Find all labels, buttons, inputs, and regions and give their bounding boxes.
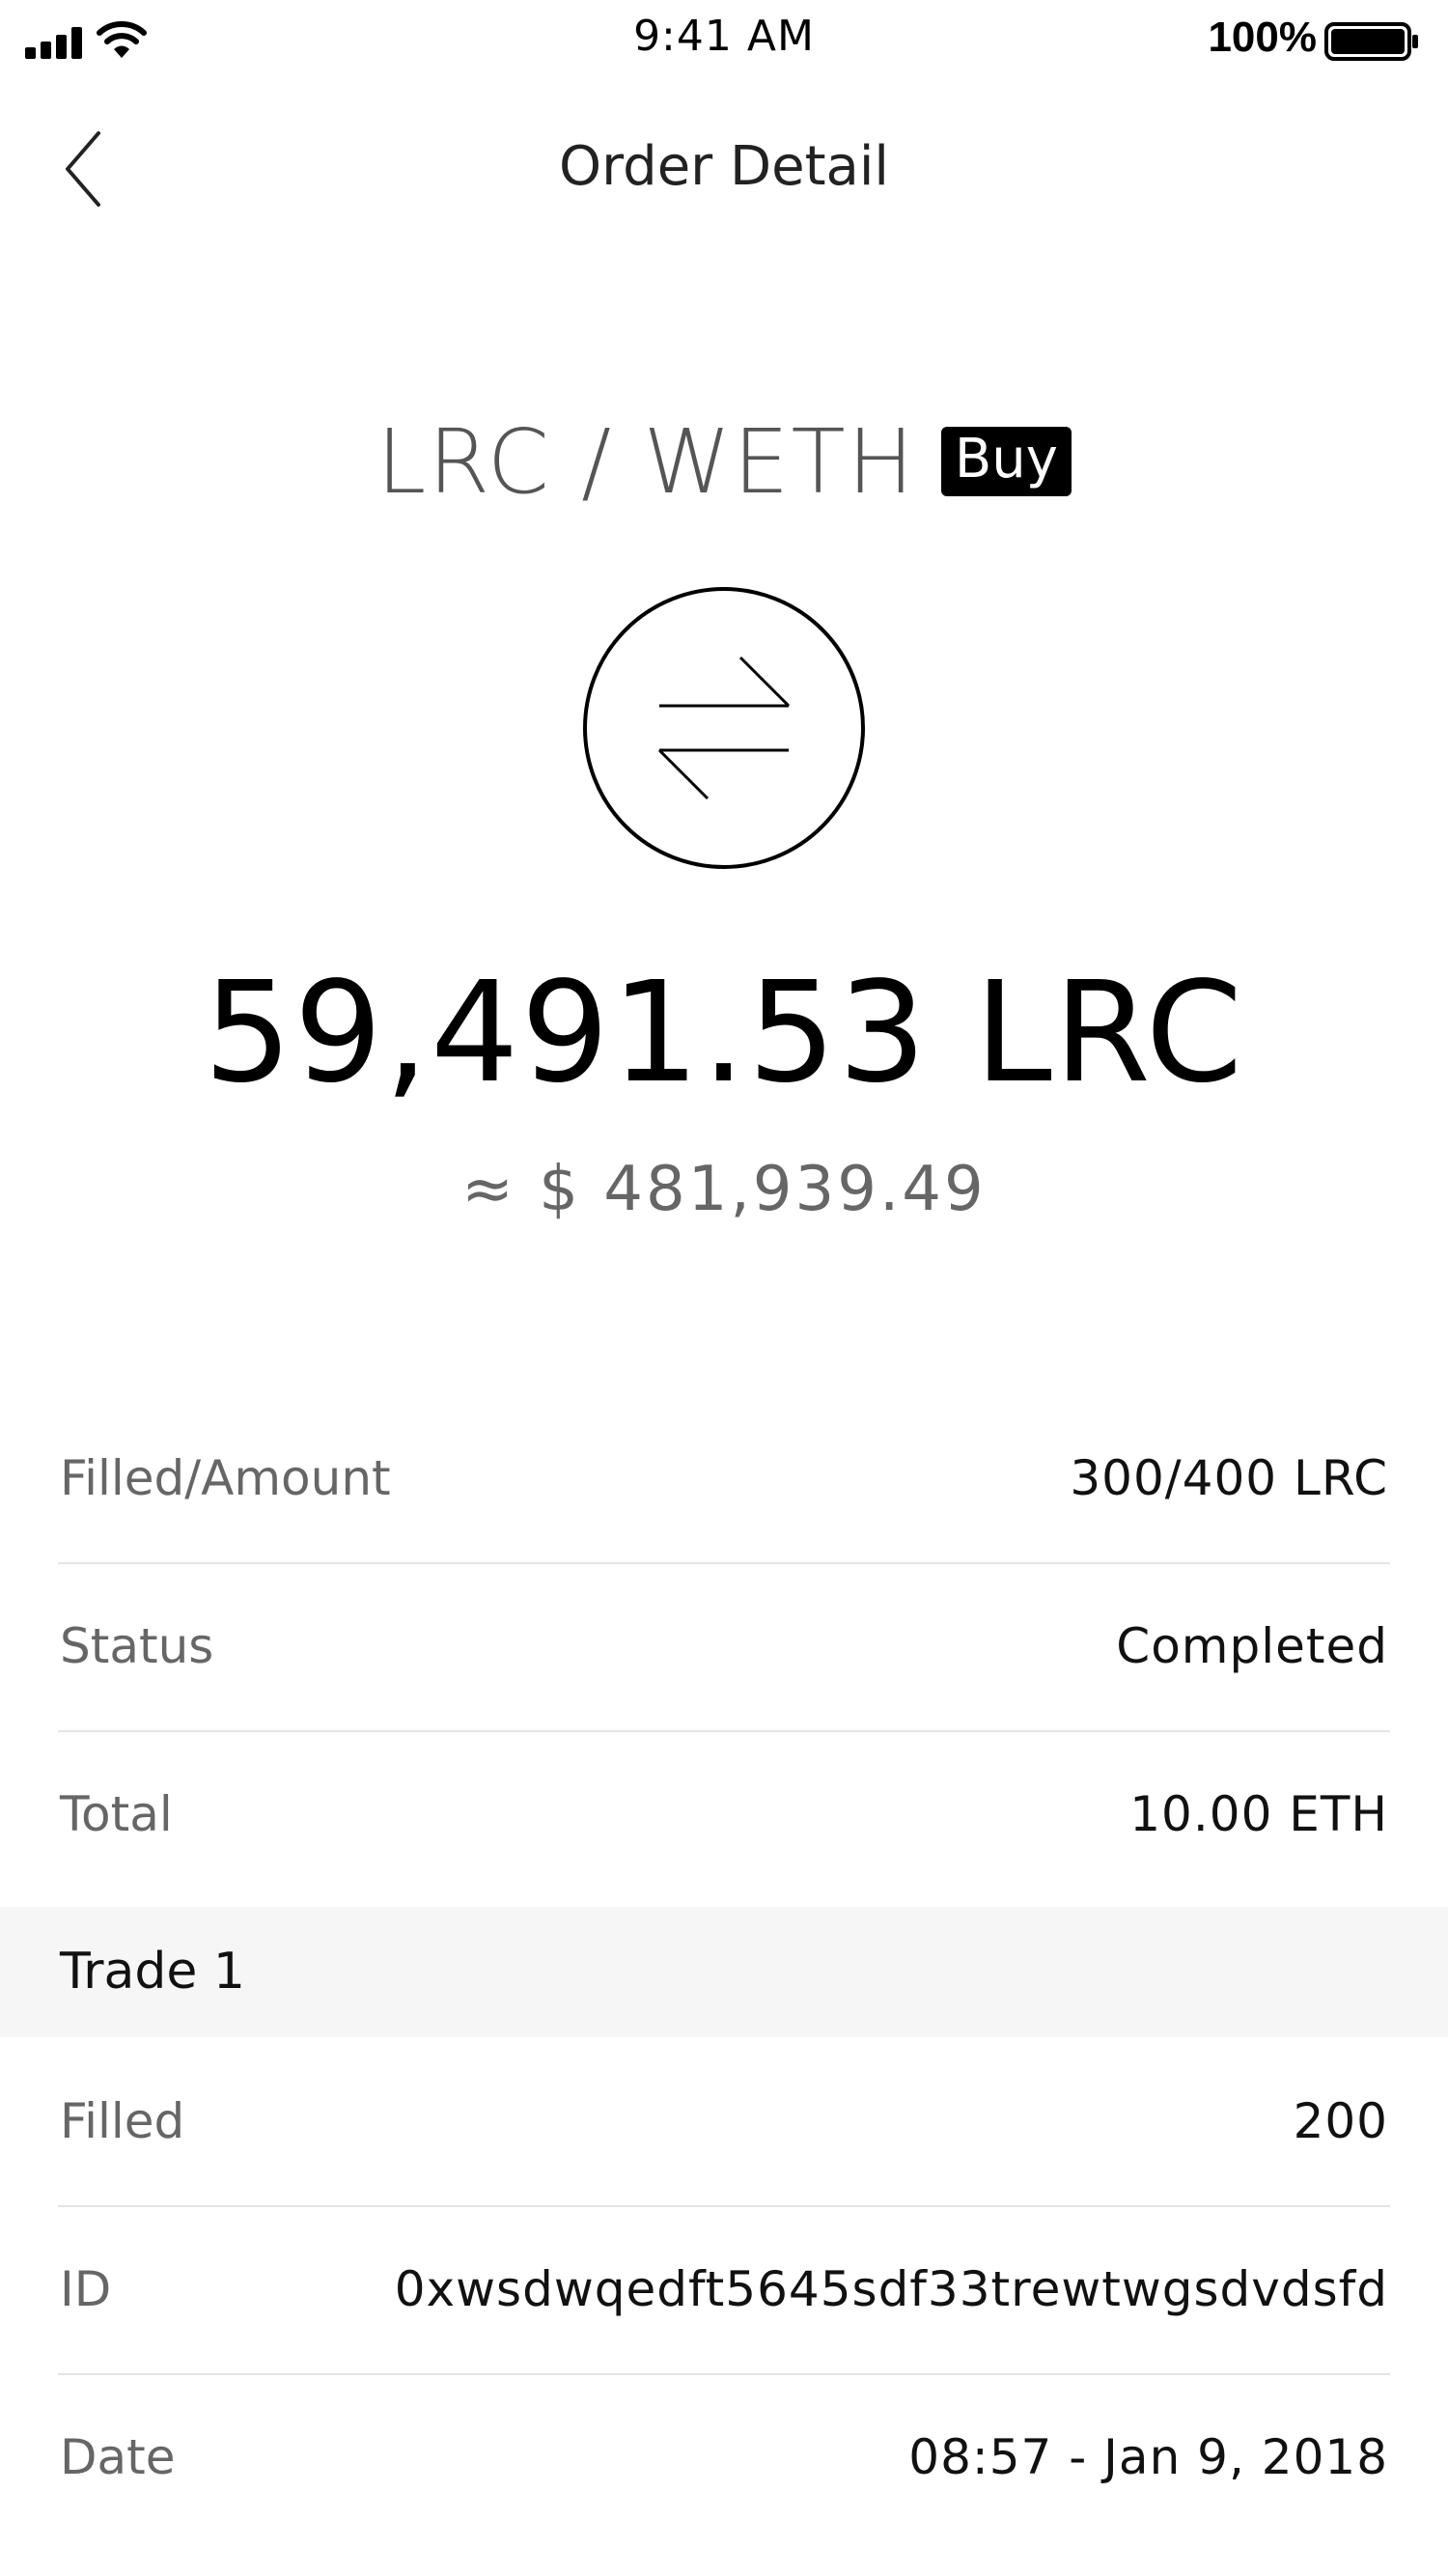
fiat-value: ≈ $ 481,939.49 xyxy=(461,1154,987,1225)
status-bar: 9:41 AM 100% xyxy=(0,0,1448,77)
detail-row-status: Status Completed xyxy=(58,1562,1390,1732)
exchange-arrows-icon xyxy=(583,587,865,869)
trade-value: 0xwsdwqedft5645sdf33trewtwgsdvdsfd xyxy=(394,2261,1388,2317)
detail-label: Total xyxy=(60,1786,173,1842)
detail-row-filled-amount: Filled/Amount 300/400 LRC xyxy=(58,1394,1390,1564)
detail-value: 10.00 ETH xyxy=(1129,1786,1388,1842)
trade-value: 200 xyxy=(1293,2093,1388,2149)
battery-icon xyxy=(1324,22,1418,61)
detail-value: 300/400 LRC xyxy=(1070,1450,1388,1506)
detail-value: Completed xyxy=(1116,1618,1388,1674)
wifi-icon xyxy=(97,21,147,58)
signal-icon xyxy=(25,24,106,59)
page-title: Order Detail xyxy=(559,135,889,198)
order-side-badge: Buy xyxy=(940,427,1072,496)
detail-label: Filled/Amount xyxy=(60,1450,391,1506)
navigation-bar: Order Detail xyxy=(0,97,1448,241)
trade-label: Date xyxy=(60,2429,176,2485)
trade-row-id: ID 0xwsdwqedft5645sdf33trewtwgsdvdsfd xyxy=(58,2205,1390,2375)
chevron-left-icon[interactable] xyxy=(39,126,125,212)
detail-label: Status xyxy=(60,1618,214,1674)
trade-value: 08:57 - Jan 9, 2018 xyxy=(908,2429,1388,2485)
trade-row-date: Date 08:57 - Jan 9, 2018 xyxy=(58,2373,1390,2541)
trade-label: Filled xyxy=(60,2093,185,2149)
status-time: 9:41 AM xyxy=(633,12,815,61)
trading-pair-header: LRC / WETH Buy xyxy=(0,404,1448,519)
detail-row-total: Total 10.00 ETH xyxy=(58,1730,1390,1898)
trade-title: Trade 1 xyxy=(60,1943,245,2001)
trade-section-header: Trade 1 xyxy=(0,1907,1448,2037)
order-amount: 59,491.53 LRC xyxy=(203,951,1245,1113)
trading-pair: LRC / WETH xyxy=(376,409,916,514)
battery-percentage: 100% xyxy=(1208,14,1317,61)
trade-label: ID xyxy=(60,2261,112,2317)
trade-row-filled: Filled 200 xyxy=(58,2037,1390,2207)
